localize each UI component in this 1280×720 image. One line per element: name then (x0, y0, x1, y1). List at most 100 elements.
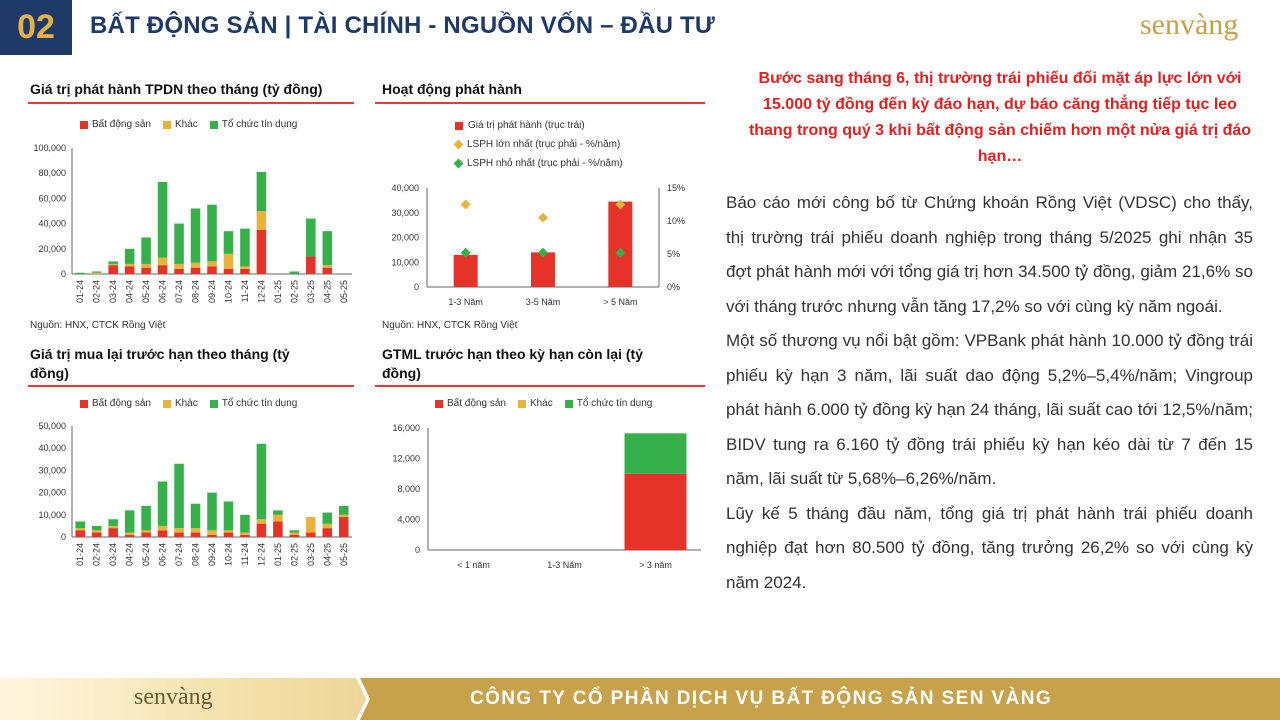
legend-label-max-rate: LSPH lớn nhất (trục phải - %/năm) (467, 139, 621, 150)
bar-segment (124, 534, 135, 537)
bar-segment (207, 530, 217, 535)
x-tick-label: 06-24 (158, 543, 168, 566)
bar-segment (273, 521, 283, 537)
legend-label-tctd: Tổ chức tín dụng (221, 119, 298, 130)
y2-tick-label: 15% (667, 183, 685, 193)
x-tick-label: 02-24 (92, 280, 102, 303)
bar-segment (322, 512, 333, 524)
bar-segment (91, 271, 102, 273)
x-tick-label: 11-24 (240, 280, 250, 302)
bar-segment (322, 528, 333, 537)
bar-segment (91, 272, 102, 274)
x-tick-label: < 1 năm (457, 560, 490, 570)
marker-max-rate (538, 212, 548, 223)
bar-segment (108, 519, 118, 526)
bar-segment (174, 268, 184, 274)
bar-segment (108, 261, 118, 264)
bar-segment (141, 237, 151, 264)
y-tick-label: 16,000 (392, 423, 420, 433)
x-tick-label: 03-25 (306, 280, 316, 303)
y-tick-label: 100,000 (33, 143, 66, 153)
x-tick-label: 09-24 (207, 543, 217, 566)
y2-tick-label: 5% (667, 249, 680, 259)
article-body: Báo cáo mới công bố từ Chứng khoán Rồng … (726, 186, 1253, 600)
bar-segment (207, 266, 217, 274)
brand-logo-text: senvàng (1140, 8, 1239, 41)
x-tick-label: 08-24 (191, 543, 201, 566)
y-tick-label: 0 (414, 282, 419, 292)
x-tick-label: 06-24 (158, 280, 168, 303)
y-tick-label: 60,000 (38, 193, 66, 203)
legend-label-bds: Bất động sản (92, 398, 151, 409)
bar-segment (124, 263, 135, 267)
x-tick-label: 05-24 (141, 543, 151, 566)
footer-company-name: CÔNG TY CỔ PHẦN DỊCH VỤ BẤT ĐỘNG SẢN SEN… (470, 688, 1053, 709)
bar-segment (141, 530, 151, 533)
chart4-buyback-by-remaining-term: 0 4,000 8,000 12,000 16,000 < 1 năm 1-3 Năm > 3… (392, 423, 701, 570)
bar-segment (240, 532, 250, 535)
bar-segment (223, 268, 234, 274)
legend-swatch-min-rate (453, 158, 464, 169)
bar-segment (190, 262, 201, 268)
x-tick-label: 1-3 Năm (448, 297, 483, 307)
bar-segment (273, 514, 283, 522)
x-tick-label: 10-24 (223, 543, 233, 566)
y2-tick-label: 0% (667, 282, 680, 292)
header-bar: 02 BẤT ĐỘNG SẢN | TÀI CHÍNH - NGUỒN VỐN … (0, 0, 1280, 55)
x-tick-label: 08-24 (191, 280, 201, 303)
x-tick-label: 04-24 (125, 280, 135, 303)
bar-segment (124, 532, 135, 535)
y-tick-label: 10,000 (38, 510, 66, 520)
chart2-rule (375, 102, 705, 104)
article-paragraph: Lũy kế 5 tháng đầu năm, tổng giá trị phá… (726, 503, 1253, 592)
bar-issuance-value (453, 254, 478, 287)
chart3-title: Giá trị mua lại trước hạn theo tháng (tỷ… (30, 345, 350, 383)
marker-min-rate (538, 247, 548, 258)
y-tick-label: 0 (415, 545, 420, 555)
bar-segment (75, 528, 86, 531)
bar-issuance-value (608, 201, 633, 287)
bar-segment (289, 530, 300, 533)
x-tick-label: 02-25 (289, 280, 299, 303)
bar-segment (322, 267, 333, 274)
y-tick-label: 12,000 (392, 454, 420, 464)
x-tick-label: 02-24 (92, 543, 102, 566)
x-tick-label: 1-3 Năm (547, 560, 582, 570)
y2-tick-label: 10% (667, 216, 685, 226)
bar-segment (240, 268, 250, 274)
bar-segment (157, 265, 168, 274)
y-tick-label: 4,000 (397, 515, 420, 525)
chart3-legend: Bất động sản Khác Tổ chức tín dụng (80, 398, 297, 409)
article-paragraph: Một số thương vụ nổi bật gồm: VPBank phá… (726, 331, 1253, 488)
bar-segment (256, 211, 267, 230)
legend-label-bds: Bất động sản (447, 398, 506, 409)
bar-segment (174, 223, 184, 264)
bar-segment (289, 534, 300, 537)
bar-segment (256, 519, 267, 524)
y-tick-label: 20,000 (391, 233, 419, 243)
chart3-rule (28, 385, 354, 387)
chart1-legend: Bất động sản Khác Tổ chức tín dụng (80, 119, 297, 130)
y-tick-label: 10,000 (391, 257, 419, 267)
bar-segment (124, 266, 135, 274)
y-tick-label: 20,000 (38, 244, 66, 254)
bar-segment (289, 532, 300, 535)
chart2-legend: Giá trị phát hành (trục trái) LSPH lớn n… (453, 116, 623, 173)
chart1-rule (28, 102, 354, 104)
x-tick-label: 12-24 (256, 543, 266, 566)
bar-segment (322, 231, 333, 266)
bar-segment (624, 433, 687, 474)
bar-segment (174, 532, 184, 537)
chart4-title-line1: GTML trước hạn theo kỳ hạn còn lại (tỷ (382, 346, 643, 362)
chart1-title: Giá trị phát hành TPDN theo tháng (tỷ đồ… (30, 81, 323, 97)
bar-segment (207, 261, 217, 267)
bar-segment (190, 532, 201, 537)
chart1-source: Nguồn: HNX, CTCK Rồng Việt (30, 320, 166, 331)
bar-segment (322, 265, 333, 268)
bar-segment (190, 528, 201, 533)
bar-segment (157, 257, 168, 266)
bar-segment (174, 263, 184, 269)
chart2-issuance-by-term: 0 10,000 20,000 30,000 40,000 0% 5% 10% 15% 1-3 N… (391, 183, 685, 307)
bar-segment (256, 443, 267, 520)
bar-segment (306, 256, 316, 274)
